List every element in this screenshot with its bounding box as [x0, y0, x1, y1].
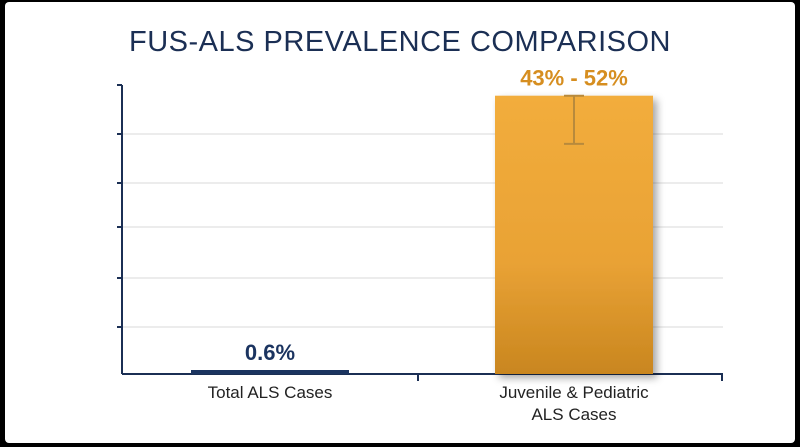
- data-label-2: 43% - 52%: [520, 66, 628, 91]
- category-label-2-line-2: ALS Cases: [531, 405, 617, 424]
- category-label-2-line-1: Juvenile & Pediatric: [499, 383, 649, 402]
- category-label-1-line-1: Total ALS Cases: [207, 383, 333, 402]
- bar-chart: 0.6% 43% - 52%: [117, 66, 723, 381]
- category-label-1: Total ALS Cases: [135, 382, 405, 404]
- category-label-2: Juvenile & Pediatric ALS Cases: [439, 382, 709, 426]
- data-label-1: 0.6%: [245, 340, 295, 365]
- chart-frame: FUS-ALS PREVALENCE COMPARISON 0.6% 43% - …: [5, 2, 795, 443]
- bar-1: [191, 370, 349, 374]
- chart-title: FUS-ALS PREVALENCE COMPARISON: [129, 26, 671, 58]
